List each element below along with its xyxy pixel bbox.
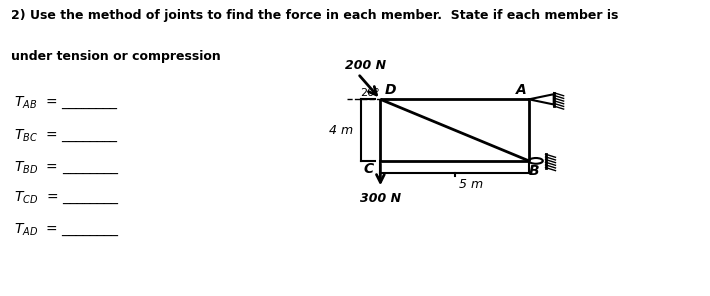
Text: D: D xyxy=(385,83,396,96)
Text: $\mathbf{\mathit{T}}_{AD}$  = ________: $\mathbf{\mathit{T}}_{AD}$ = ________ xyxy=(14,222,120,238)
Text: A: A xyxy=(515,83,526,96)
Text: $\mathbf{\mathit{T}}_{BD}$  = ________: $\mathbf{\mathit{T}}_{BD}$ = ________ xyxy=(14,160,120,176)
Text: B: B xyxy=(529,164,540,178)
Polygon shape xyxy=(529,94,554,104)
Text: $\mathbf{\mathit{T}}_{AB}$  = ________: $\mathbf{\mathit{T}}_{AB}$ = ________ xyxy=(14,95,119,111)
Text: 300 N: 300 N xyxy=(360,192,401,205)
Text: 4 m: 4 m xyxy=(329,124,353,137)
Text: C: C xyxy=(364,162,373,176)
Text: 20°: 20° xyxy=(361,88,380,97)
Text: $\mathbf{\mathit{T}}_{BC}$  = ________: $\mathbf{\mathit{T}}_{BC}$ = ________ xyxy=(14,127,119,144)
Text: 2) Use the method of joints to find the force in each member.  State if each mem: 2) Use the method of joints to find the … xyxy=(11,9,618,22)
Text: under tension or compression: under tension or compression xyxy=(11,50,220,63)
Text: 5 m: 5 m xyxy=(459,178,484,191)
Text: 200 N: 200 N xyxy=(346,59,387,73)
Text: $\mathbf{\mathit{T}}_{CD}$  = ________: $\mathbf{\mathit{T}}_{CD}$ = ________ xyxy=(14,189,120,206)
